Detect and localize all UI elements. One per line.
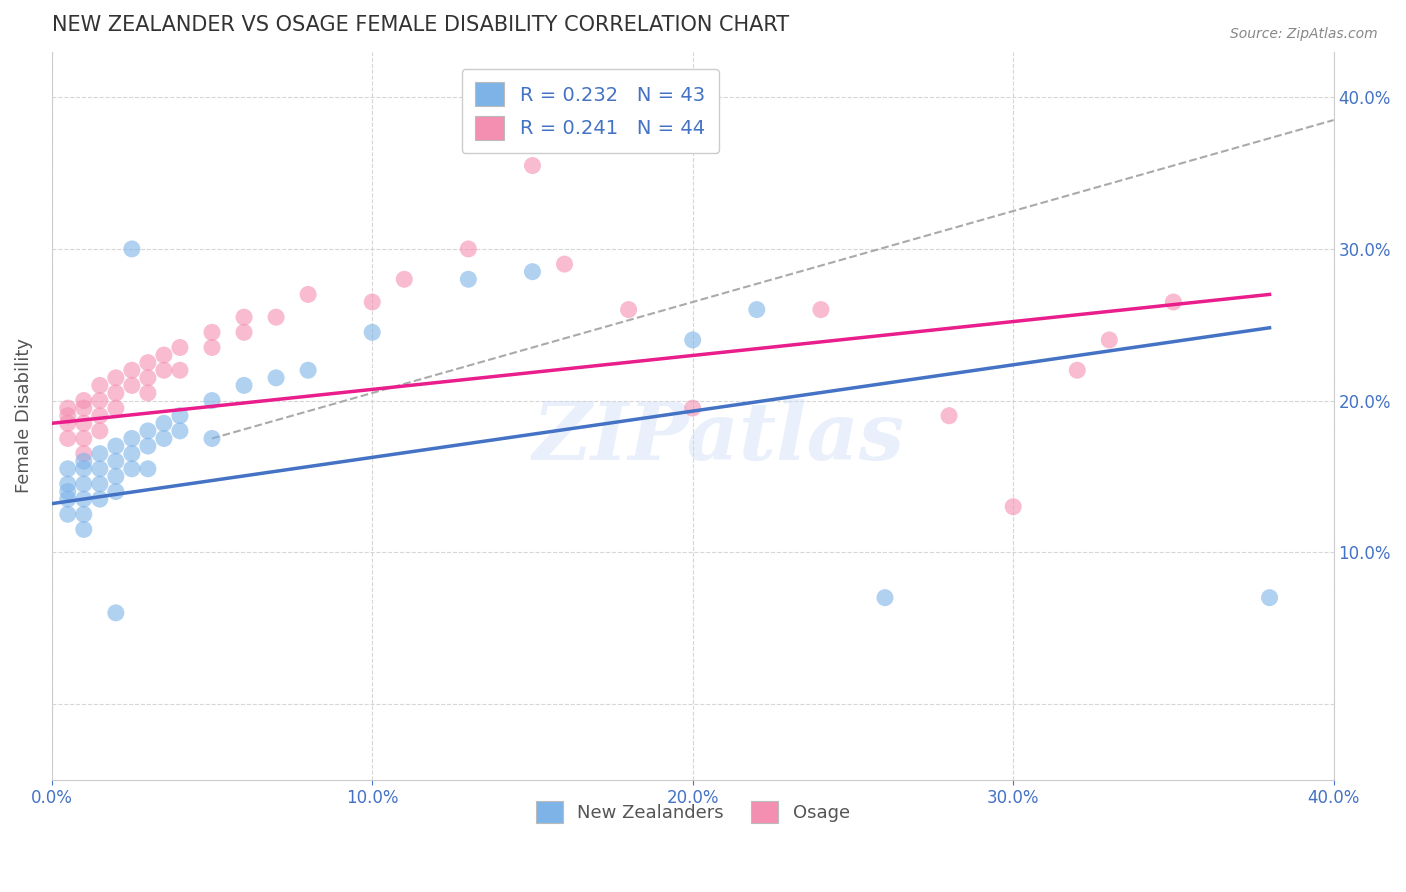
Point — [56, 409, 79, 423]
Point — [89, 447, 111, 461]
Point — [169, 363, 191, 377]
Point — [522, 265, 544, 279]
Point — [394, 272, 416, 286]
Point — [89, 477, 111, 491]
Point — [361, 326, 384, 340]
Point — [104, 386, 127, 401]
Point — [89, 393, 111, 408]
Y-axis label: Female Disability: Female Disability — [15, 338, 32, 493]
Legend: New Zealanders, Osage: New Zealanders, Osage — [523, 789, 862, 836]
Point — [553, 257, 575, 271]
Point — [233, 326, 256, 340]
Point — [1066, 363, 1088, 377]
Point — [233, 378, 256, 392]
Point — [104, 484, 127, 499]
Point — [56, 432, 79, 446]
Point — [73, 393, 96, 408]
Point — [1098, 333, 1121, 347]
Point — [1163, 295, 1185, 310]
Point — [73, 523, 96, 537]
Point — [938, 409, 960, 423]
Point — [264, 310, 287, 325]
Point — [169, 341, 191, 355]
Point — [104, 454, 127, 468]
Point — [457, 272, 479, 286]
Point — [682, 401, 704, 416]
Point — [201, 432, 224, 446]
Point — [73, 447, 96, 461]
Point — [73, 462, 96, 476]
Point — [121, 432, 143, 446]
Point — [153, 417, 176, 431]
Text: Source: ZipAtlas.com: Source: ZipAtlas.com — [1230, 27, 1378, 41]
Point — [73, 508, 96, 522]
Point — [136, 356, 159, 370]
Point — [136, 371, 159, 385]
Point — [104, 371, 127, 385]
Point — [169, 409, 191, 423]
Point — [121, 378, 143, 392]
Point — [73, 417, 96, 431]
Point — [56, 492, 79, 507]
Point — [104, 439, 127, 453]
Point — [136, 424, 159, 438]
Point — [89, 492, 111, 507]
Point — [56, 417, 79, 431]
Point — [56, 401, 79, 416]
Point — [201, 326, 224, 340]
Point — [121, 363, 143, 377]
Point — [617, 302, 640, 317]
Point — [136, 386, 159, 401]
Point — [73, 454, 96, 468]
Point — [361, 295, 384, 310]
Point — [73, 432, 96, 446]
Point — [73, 492, 96, 507]
Point — [73, 477, 96, 491]
Point — [1258, 591, 1281, 605]
Point — [169, 424, 191, 438]
Point — [264, 371, 287, 385]
Point — [297, 363, 319, 377]
Point — [89, 462, 111, 476]
Point — [136, 439, 159, 453]
Point — [104, 401, 127, 416]
Point — [153, 432, 176, 446]
Point — [201, 341, 224, 355]
Point — [121, 462, 143, 476]
Text: NEW ZEALANDER VS OSAGE FEMALE DISABILITY CORRELATION CHART: NEW ZEALANDER VS OSAGE FEMALE DISABILITY… — [52, 15, 789, 35]
Point — [56, 508, 79, 522]
Point — [682, 333, 704, 347]
Text: ZIPatlas: ZIPatlas — [533, 399, 904, 476]
Point — [56, 462, 79, 476]
Point — [56, 477, 79, 491]
Point — [121, 242, 143, 256]
Point — [745, 302, 768, 317]
Point — [104, 469, 127, 483]
Point — [73, 401, 96, 416]
Point — [153, 363, 176, 377]
Point — [89, 424, 111, 438]
Point — [89, 378, 111, 392]
Point — [201, 393, 224, 408]
Point — [89, 409, 111, 423]
Point — [522, 159, 544, 173]
Point — [810, 302, 832, 317]
Point — [1002, 500, 1025, 514]
Point — [104, 606, 127, 620]
Point — [457, 242, 479, 256]
Point — [136, 462, 159, 476]
Point — [873, 591, 896, 605]
Point — [153, 348, 176, 362]
Point — [121, 447, 143, 461]
Point — [56, 484, 79, 499]
Point — [297, 287, 319, 301]
Point — [233, 310, 256, 325]
